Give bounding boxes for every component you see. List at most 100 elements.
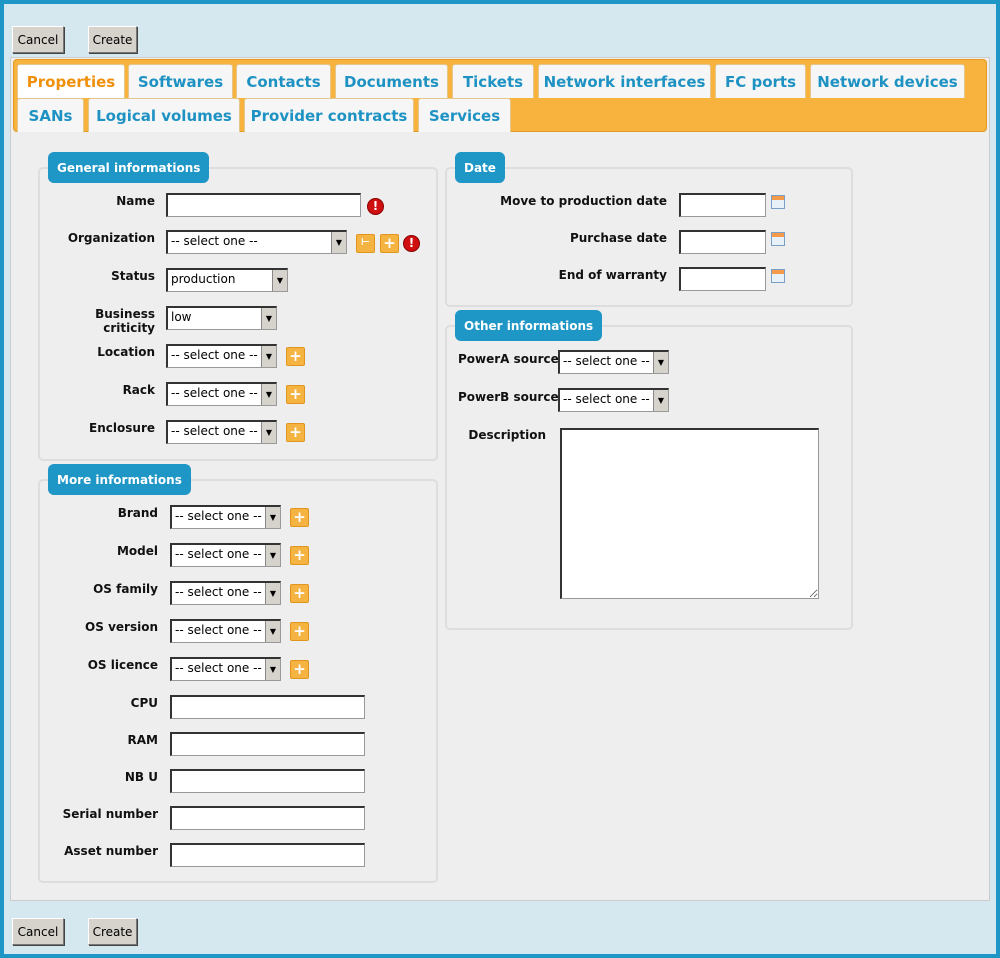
more-legend: More informations bbox=[48, 464, 191, 495]
chevron-down-icon: ▼ bbox=[272, 270, 287, 291]
other-legend: Other informations bbox=[455, 310, 603, 341]
powera-select[interactable]: -- select one -- ▼ bbox=[558, 350, 669, 374]
cpu-label: CPU bbox=[130, 696, 158, 710]
organization-label: Organization bbox=[67, 231, 155, 245]
ram-label: RAM bbox=[127, 733, 158, 747]
tab-contacts[interactable]: Contacts bbox=[236, 64, 331, 98]
tab-network-devices[interactable]: Network devices bbox=[810, 64, 965, 98]
rack-label: Rack bbox=[122, 383, 155, 397]
date-legend: Date bbox=[455, 152, 505, 183]
criticity-label: Business criticity bbox=[95, 307, 155, 335]
tab-fc-ports[interactable]: FC ports bbox=[715, 64, 806, 98]
enclosure-select[interactable]: -- select one -- ▼ bbox=[166, 420, 277, 444]
os-version-label: OS version bbox=[85, 620, 158, 634]
status-label: Status bbox=[111, 269, 155, 283]
name-label: Name bbox=[116, 194, 155, 208]
asset-input[interactable] bbox=[170, 843, 365, 867]
purchase-date-label: Purchase date bbox=[569, 231, 667, 245]
description-label: Description bbox=[468, 428, 546, 442]
create-button-top[interactable]: Create bbox=[88, 26, 137, 53]
chevron-down-icon: ▼ bbox=[261, 422, 276, 443]
serial-input[interactable] bbox=[170, 806, 365, 830]
tree-icon[interactable]: ⊢ bbox=[356, 234, 375, 253]
brand-label: Brand bbox=[117, 506, 158, 520]
organization-select[interactable]: -- select one -- ▼ bbox=[166, 230, 347, 254]
nb-u-label: NB U bbox=[124, 770, 158, 784]
status-select[interactable]: production ▼ bbox=[166, 268, 288, 292]
move-date-input[interactable] bbox=[679, 193, 766, 217]
tab-tickets[interactable]: Tickets bbox=[452, 64, 534, 98]
tab-network-interfaces[interactable]: Network interfaces bbox=[538, 64, 711, 98]
warranty-input[interactable] bbox=[679, 267, 766, 291]
os-licence-value: -- select one -- bbox=[175, 661, 262, 675]
general-legend: General informations bbox=[48, 152, 210, 183]
serial-label: Serial number bbox=[62, 807, 158, 821]
os-version-value: -- select one -- bbox=[175, 623, 262, 637]
location-label: Location bbox=[97, 345, 155, 359]
add-brand-button[interactable]: + bbox=[290, 508, 309, 527]
add-rack-button[interactable]: + bbox=[286, 385, 305, 404]
chevron-down-icon: ▼ bbox=[261, 308, 276, 329]
powera-value: -- select one -- bbox=[563, 354, 650, 368]
nb-u-input[interactable] bbox=[170, 769, 365, 793]
calendar-icon[interactable] bbox=[771, 232, 785, 246]
tab-logical-volumes[interactable]: Logical volumes bbox=[88, 98, 240, 132]
more-fieldset bbox=[38, 479, 438, 883]
add-os-version-button[interactable]: + bbox=[290, 622, 309, 641]
tab-provider-contracts[interactable]: Provider contracts bbox=[244, 98, 414, 132]
powerb-select[interactable]: -- select one -- ▼ bbox=[558, 388, 669, 412]
add-os-licence-button[interactable]: + bbox=[290, 660, 309, 679]
move-date-label: Move to production date bbox=[500, 194, 667, 208]
cancel-button-top[interactable]: Cancel bbox=[12, 26, 64, 53]
tab-documents[interactable]: Documents bbox=[335, 64, 448, 98]
criticity-value: low bbox=[171, 310, 192, 324]
powerb-value: -- select one -- bbox=[563, 392, 650, 406]
chevron-down-icon: ▼ bbox=[265, 583, 280, 604]
other-fieldset bbox=[445, 325, 853, 630]
enclosure-value: -- select one -- bbox=[171, 424, 258, 438]
add-location-button[interactable]: + bbox=[286, 347, 305, 366]
location-value: -- select one -- bbox=[171, 348, 258, 362]
powera-label: PowerA source bbox=[458, 352, 559, 366]
create-button-bottom[interactable]: Create bbox=[88, 918, 137, 945]
chevron-down-icon: ▼ bbox=[331, 232, 346, 253]
criticity-select[interactable]: low ▼ bbox=[166, 306, 277, 330]
rack-select[interactable]: -- select one -- ▼ bbox=[166, 382, 277, 406]
add-os-family-button[interactable]: + bbox=[290, 584, 309, 603]
cpu-input[interactable] bbox=[170, 695, 365, 719]
cancel-button-bottom[interactable]: Cancel bbox=[12, 918, 64, 945]
os-licence-label: OS licence bbox=[87, 658, 158, 672]
tab-softwares[interactable]: Softwares bbox=[128, 64, 233, 98]
os-family-select[interactable]: -- select one -- ▼ bbox=[170, 581, 281, 605]
chevron-down-icon: ▼ bbox=[261, 346, 276, 367]
organization-value: -- select one -- bbox=[171, 234, 258, 248]
add-enclosure-button[interactable]: + bbox=[286, 423, 305, 442]
location-select[interactable]: -- select one -- ▼ bbox=[166, 344, 277, 368]
brand-select[interactable]: -- select one -- ▼ bbox=[170, 505, 281, 529]
os-version-select[interactable]: -- select one -- ▼ bbox=[170, 619, 281, 643]
name-input[interactable] bbox=[166, 193, 361, 217]
chevron-down-icon: ▼ bbox=[653, 352, 668, 373]
chevron-down-icon: ▼ bbox=[265, 507, 280, 528]
model-value: -- select one -- bbox=[175, 547, 262, 561]
tab-sans[interactable]: SANs bbox=[17, 98, 84, 132]
chevron-down-icon: ▼ bbox=[261, 384, 276, 405]
model-select[interactable]: -- select one -- ▼ bbox=[170, 543, 281, 567]
add-organization-button[interactable]: + bbox=[380, 234, 399, 253]
os-family-label: OS family bbox=[93, 582, 158, 596]
calendar-icon[interactable] bbox=[771, 269, 785, 283]
purchase-date-input[interactable] bbox=[679, 230, 766, 254]
chevron-down-icon: ▼ bbox=[265, 621, 280, 642]
os-licence-select[interactable]: -- select one -- ▼ bbox=[170, 657, 281, 681]
add-model-button[interactable]: + bbox=[290, 546, 309, 565]
enclosure-label: Enclosure bbox=[89, 421, 155, 435]
warranty-label: End of warranty bbox=[558, 268, 667, 282]
tab-services[interactable]: Services bbox=[418, 98, 511, 132]
ram-input[interactable] bbox=[170, 732, 365, 756]
calendar-icon[interactable] bbox=[771, 195, 785, 209]
tab-properties[interactable]: Properties bbox=[17, 64, 125, 98]
description-textarea[interactable] bbox=[560, 428, 819, 599]
status-value: production bbox=[171, 272, 236, 286]
asset-label: Asset number bbox=[64, 844, 158, 858]
date-fieldset bbox=[445, 167, 853, 307]
